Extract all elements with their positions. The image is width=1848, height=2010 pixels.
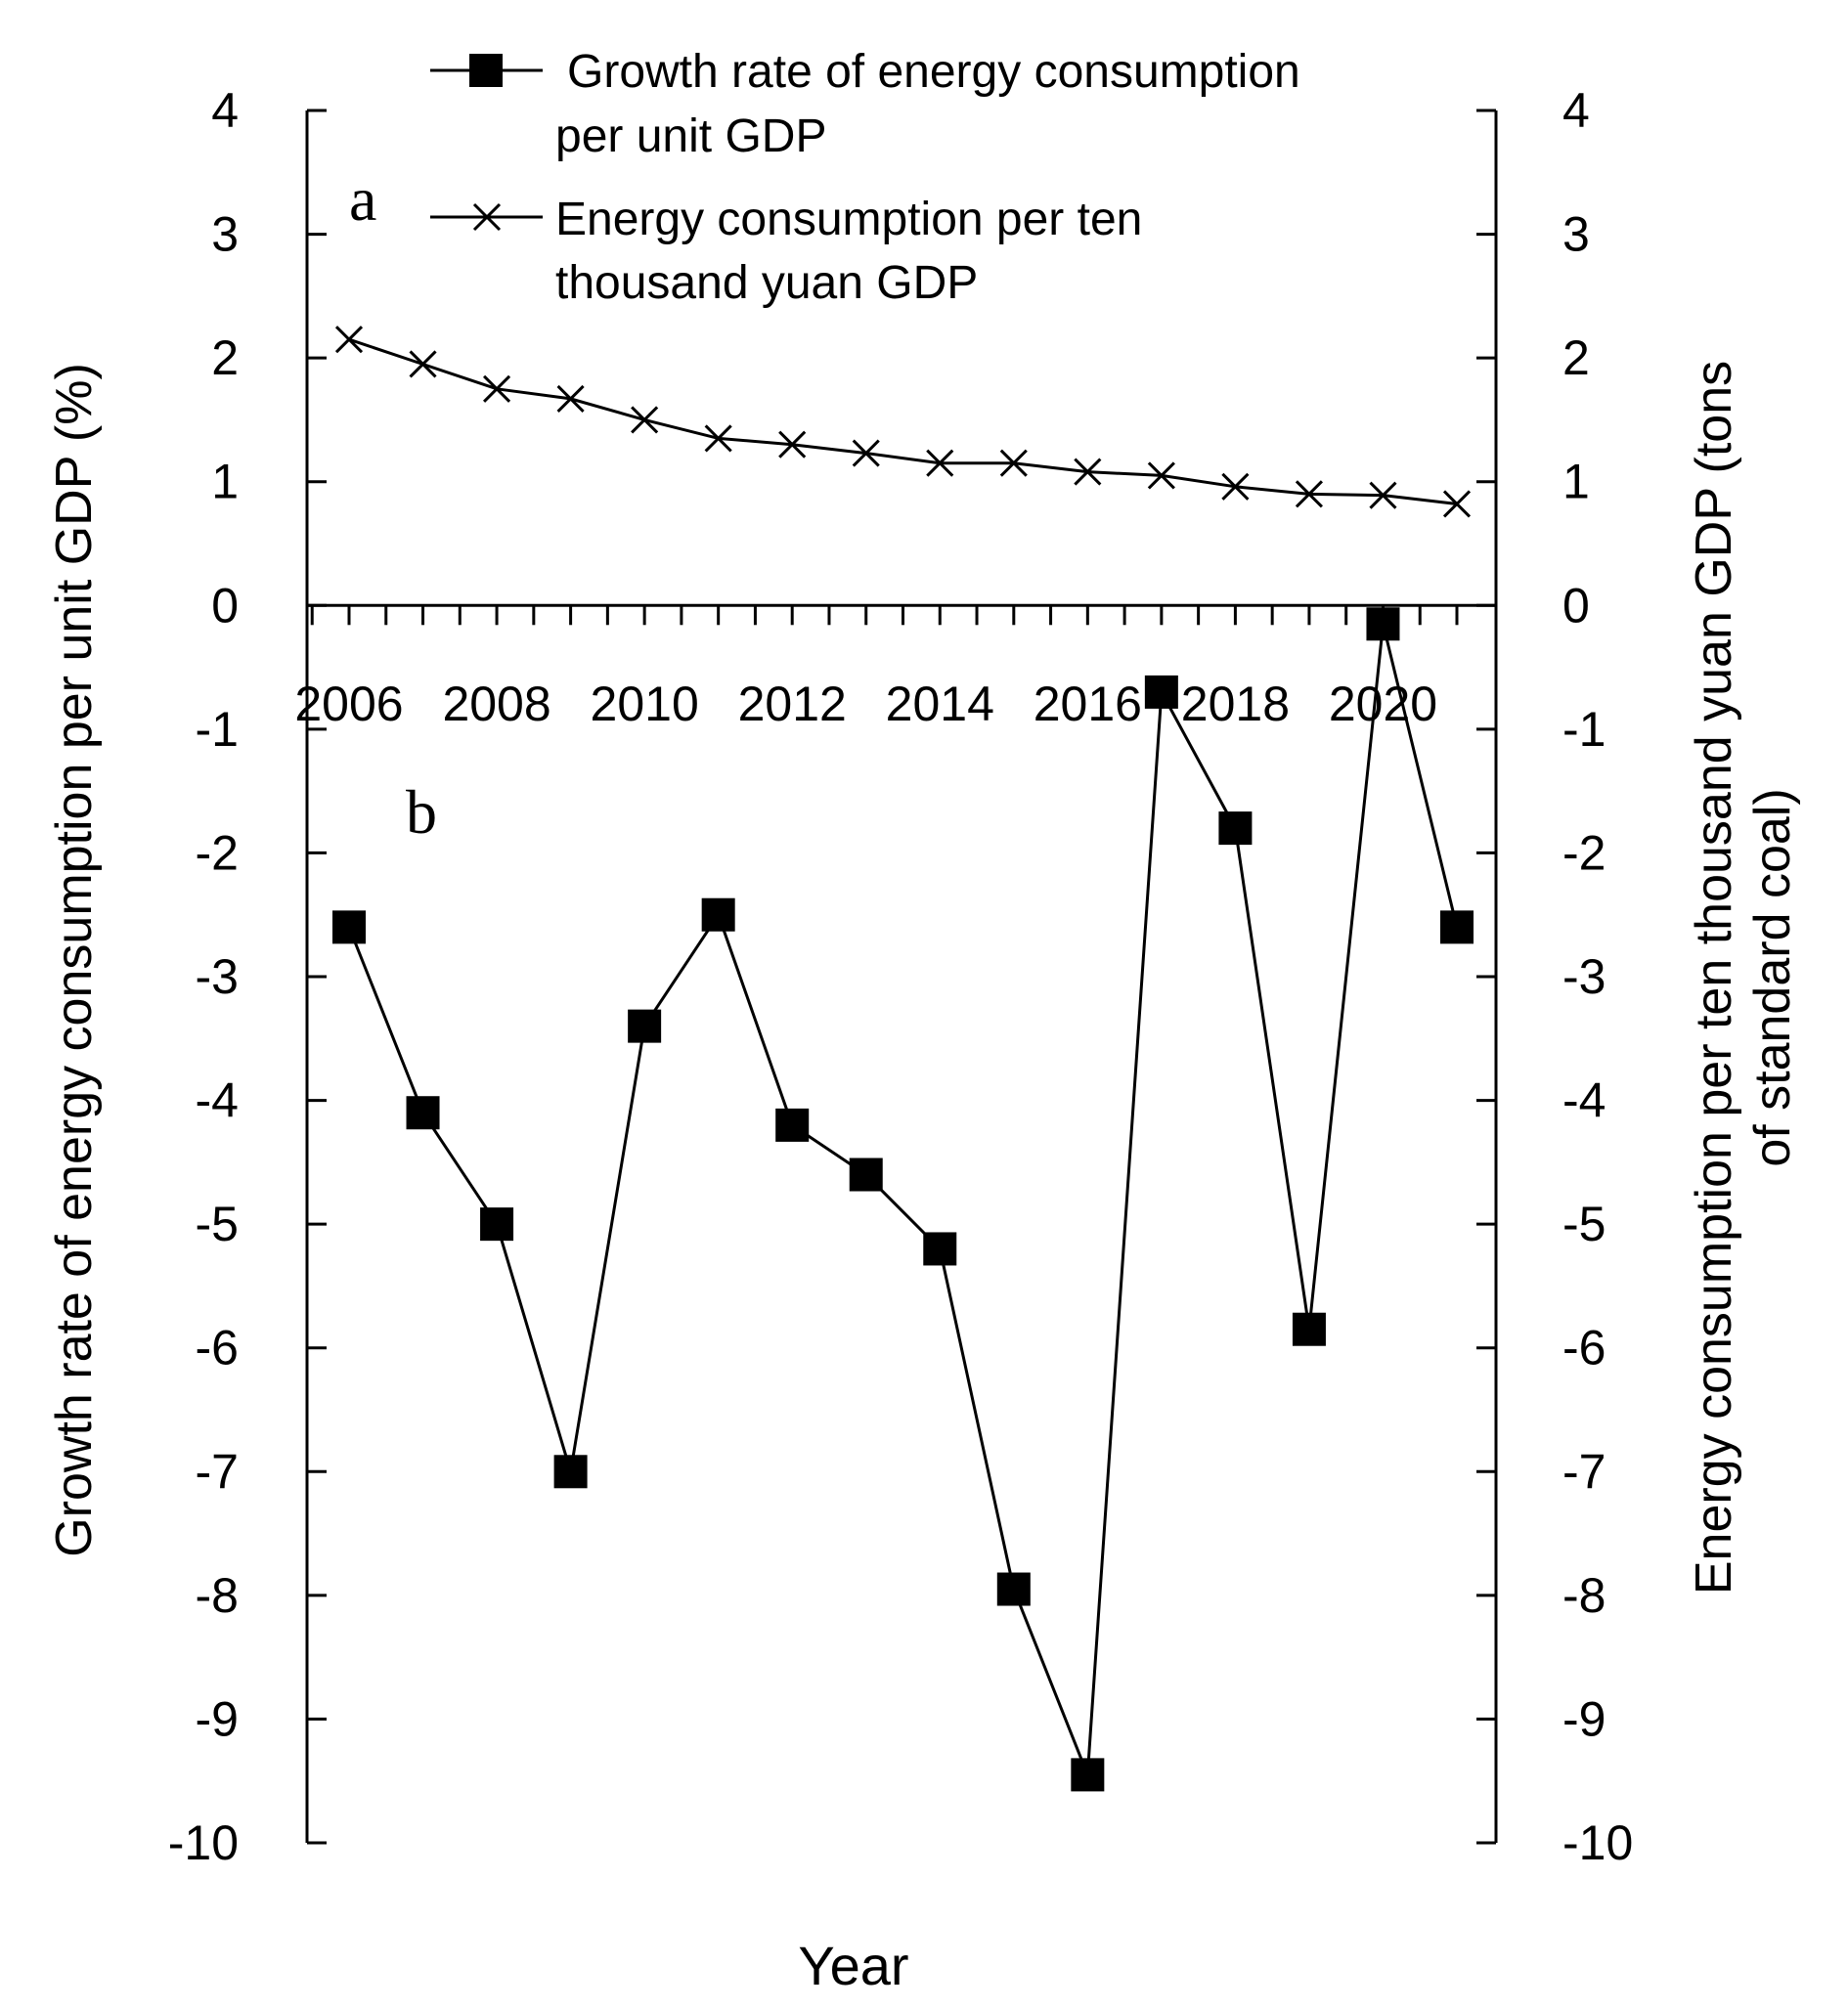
y-tick-label-left: -7 <box>196 1444 239 1499</box>
series-growth-rate <box>332 607 1474 1792</box>
x-tick-label: 2012 <box>738 677 847 731</box>
y-tick-label-right: -2 <box>1562 825 1606 880</box>
energy-consumption-point <box>1369 481 1397 509</box>
growth-rate-point <box>406 1096 440 1130</box>
growth-rate-point <box>701 897 735 932</box>
growth-rate-line <box>347 623 1459 1775</box>
growth-rate-point <box>849 1158 883 1192</box>
energy-consumption-point <box>852 439 880 467</box>
growth-rate-point <box>1292 1312 1326 1346</box>
y-tick-label-left: -3 <box>196 949 239 1004</box>
y-tick-label-left: -1 <box>196 702 239 757</box>
y-tick-label-right: -5 <box>1562 1197 1606 1251</box>
y-tick-label-right: -3 <box>1562 949 1606 1004</box>
energy-consumption-point <box>483 374 511 403</box>
legend-entry-growth-rate: Growth rate of energy consumption per un… <box>430 46 1300 162</box>
y-tick-label-left: -6 <box>196 1321 239 1376</box>
y-tick-label-left: -9 <box>196 1691 239 1746</box>
legend: Growth rate of energy consumption per un… <box>430 46 1300 309</box>
growth-rate-point <box>775 1108 810 1142</box>
x-tick-label: 2016 <box>1034 677 1142 731</box>
y-tick-label-left: 4 <box>211 83 239 138</box>
growth-rate-point <box>923 1232 957 1266</box>
energy-consumption-point <box>704 424 732 453</box>
legend-entry-energy-consumption: Energy consumption per ten thousand yuan… <box>430 194 1142 309</box>
growth-rate-point <box>332 910 366 944</box>
legend-square-marker-icon <box>469 54 503 87</box>
y-tick-label-right: 0 <box>1562 578 1590 633</box>
x-tick-label: 2018 <box>1181 677 1290 731</box>
growth-rate-point <box>480 1207 514 1242</box>
legend-label-growth-rate-line2: per unit GDP <box>555 110 826 162</box>
energy-consumption-point <box>334 326 364 354</box>
growth-rate-point <box>1218 811 1253 846</box>
y-tick-label-right: -1 <box>1562 702 1606 757</box>
y-tick-label-right: 3 <box>1562 207 1590 262</box>
y-tick-label-right: 4 <box>1562 83 1590 138</box>
y-tick-label-right: 2 <box>1562 330 1590 385</box>
growth-rate-point <box>1366 607 1400 641</box>
growth-rate-point <box>628 1009 662 1043</box>
energy-consumption-point <box>1147 461 1175 490</box>
y-tick-label-right: 1 <box>1562 455 1590 509</box>
y-tick-label-left: -5 <box>196 1197 239 1251</box>
y-tick-label-right: -7 <box>1562 1444 1606 1499</box>
legend-label-growth-rate-line1: Growth rate of energy consumption <box>567 46 1300 98</box>
y-axis-title-left: Growth rate of energy consumption per un… <box>46 363 103 1557</box>
energy-consumption-point <box>1074 458 1102 486</box>
energy-consumption-line <box>348 337 1458 505</box>
energy-consumption-point <box>556 384 585 413</box>
series-energy-consumption <box>334 326 1472 518</box>
growth-rate-point <box>1440 910 1474 944</box>
y-tick-label-right: -4 <box>1562 1073 1606 1128</box>
panel-label-b: b <box>406 777 437 847</box>
x-tick-label: 2008 <box>442 677 550 731</box>
y-tick-label-right: -6 <box>1562 1321 1606 1376</box>
growth-rate-point <box>1144 675 1178 709</box>
x-axis-title: Year <box>798 1935 908 1996</box>
legend-x-marker-icon <box>472 202 502 232</box>
y-tick-label-left: 2 <box>211 330 239 385</box>
ticks: 4 4 3 3 2 2 1 1 0 0 -1 -1 -2 -2 -3 -3 -4 -4 -5 -5 -6 -6 -7 -7 -8… <box>168 83 1634 1870</box>
x-tick-label: 2014 <box>886 677 994 731</box>
y-tick-label-right: -8 <box>1562 1568 1606 1623</box>
x-tick-label: 2020 <box>1329 677 1437 731</box>
y-tick-label-left: -2 <box>196 825 239 880</box>
y-tick-label-left: -10 <box>168 1815 239 1870</box>
energy-consumption-point <box>778 430 807 459</box>
y-tick-label-right: -9 <box>1562 1691 1606 1746</box>
panel-label-a: a <box>349 164 376 234</box>
growth-rate-point <box>1071 1758 1105 1792</box>
y-tick-label-left: 3 <box>211 207 239 262</box>
energy-consumption-point <box>1442 490 1472 518</box>
energy-consumption-point <box>409 350 437 378</box>
growth-rate-point <box>553 1455 588 1489</box>
legend-label-energy-line1: Energy consumption per ten <box>555 194 1142 245</box>
energy-consumption-point <box>1295 480 1323 508</box>
y-tick-label-left: 1 <box>211 455 239 509</box>
x-tick-label: 2006 <box>294 677 403 731</box>
legend-label-energy-line2: thousand yuan GDP <box>555 257 978 309</box>
x-tick-label: 2010 <box>591 677 699 731</box>
energy-consumption-point <box>999 449 1028 477</box>
y-axis-title-right-line1: Energy consumption per ten thousand yuan… <box>1686 361 1742 1595</box>
growth-rate-point <box>996 1572 1031 1606</box>
y-tick-label-left: 0 <box>211 578 239 633</box>
y-axis-title-right-line2: of standard coal) <box>1744 788 1801 1166</box>
energy-consumption-point <box>1221 472 1250 501</box>
y-tick-label-left: -8 <box>196 1568 239 1623</box>
y-tick-label-left: -4 <box>196 1073 239 1128</box>
energy-consumption-point <box>926 449 954 477</box>
y-tick-label-right: -10 <box>1562 1815 1633 1870</box>
energy-consumption-point <box>631 406 659 434</box>
